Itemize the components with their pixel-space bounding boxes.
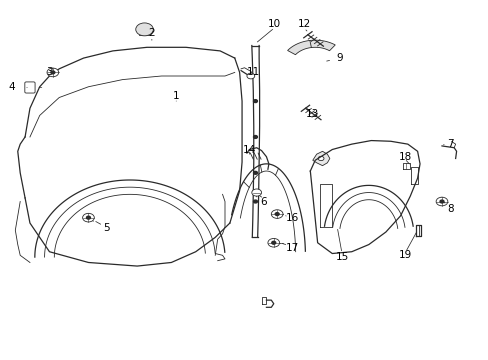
Text: 7: 7 [446, 139, 453, 149]
Circle shape [253, 100, 257, 103]
Text: 13: 13 [305, 109, 319, 119]
Circle shape [246, 73, 254, 79]
Circle shape [439, 200, 443, 203]
Circle shape [253, 171, 257, 174]
Circle shape [271, 210, 283, 219]
Polygon shape [287, 40, 335, 55]
Circle shape [267, 238, 279, 247]
Text: 15: 15 [335, 252, 348, 262]
Text: 11: 11 [246, 67, 259, 77]
Circle shape [253, 135, 257, 138]
Circle shape [253, 200, 257, 203]
Text: 17: 17 [285, 243, 298, 253]
Circle shape [136, 23, 153, 36]
Text: 12: 12 [297, 19, 310, 29]
Circle shape [271, 241, 275, 244]
Text: 4: 4 [8, 82, 15, 93]
Circle shape [435, 197, 447, 206]
Text: 3: 3 [46, 67, 53, 77]
FancyBboxPatch shape [25, 82, 35, 93]
Text: 2: 2 [148, 28, 155, 38]
Circle shape [82, 213, 94, 222]
Text: 6: 6 [260, 197, 267, 207]
Text: 9: 9 [336, 53, 342, 63]
Text: 10: 10 [267, 19, 281, 29]
Polygon shape [312, 151, 329, 166]
Text: 1: 1 [173, 91, 179, 101]
Text: 5: 5 [103, 224, 110, 233]
Circle shape [47, 68, 59, 77]
Text: 16: 16 [285, 213, 298, 222]
Circle shape [251, 189, 261, 196]
Text: 14: 14 [242, 144, 256, 154]
Circle shape [318, 156, 324, 161]
Circle shape [51, 71, 55, 74]
Circle shape [86, 216, 90, 219]
Text: 18: 18 [398, 152, 411, 162]
Text: 19: 19 [398, 250, 411, 260]
Circle shape [275, 213, 279, 216]
Text: 8: 8 [446, 204, 453, 214]
